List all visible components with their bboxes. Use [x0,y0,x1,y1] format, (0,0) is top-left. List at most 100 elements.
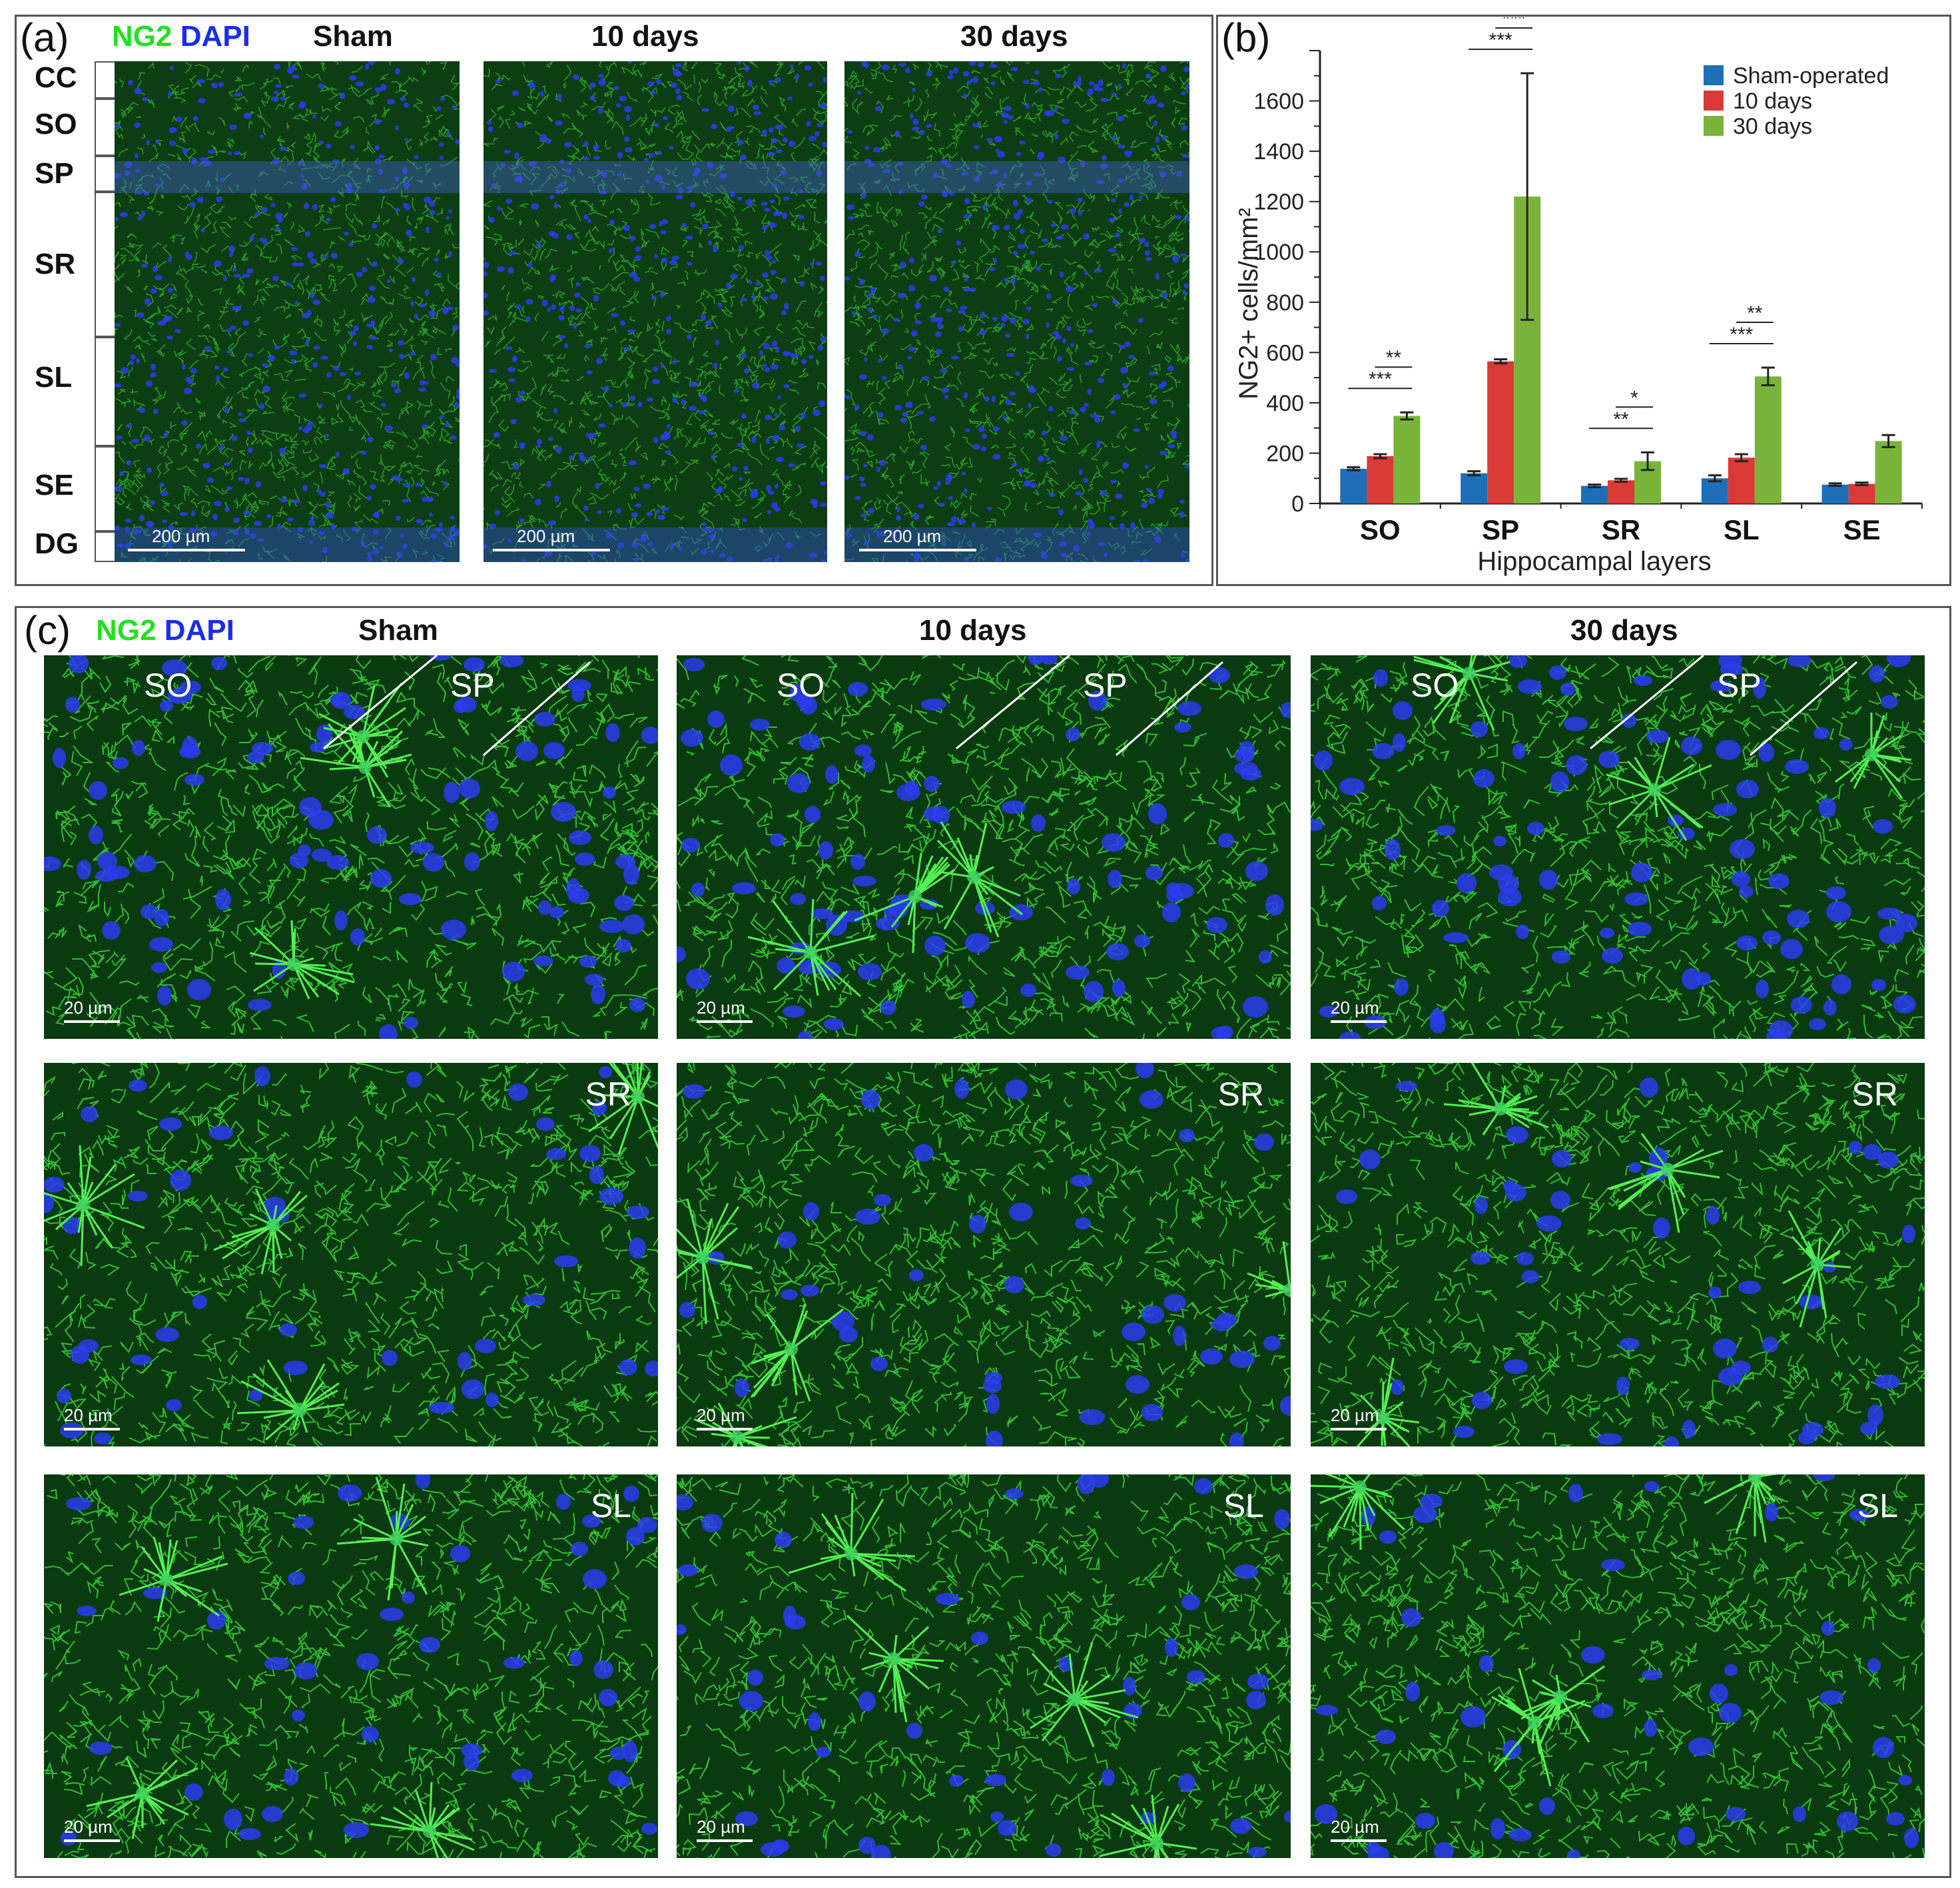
y-tick-label: 1200 [1253,190,1304,215]
error-bar [1641,451,1654,472]
bar [1701,478,1728,503]
micrograph-c-so-sp-30days: SO SP 20 µm [1311,655,1925,1039]
bar [1728,458,1755,503]
error-bar [1400,411,1414,421]
y-axis-label: NG2+ cells/mm² [1234,208,1263,400]
panel-c-stain-header: NG2 DAPI [96,614,234,647]
x-tick-label: SP [1482,514,1519,545]
panel-c-col-30days: 30 days [1570,614,1678,647]
micrograph-a-30days [844,61,1189,562]
scale-bar-c: 20 µm [697,998,763,1024]
scale-text: 20 µm [697,1817,745,1837]
y-tick-label: 600 [1266,340,1304,366]
layer-label-so: SO [35,108,77,141]
scale-text: 20 µm [1331,998,1379,1018]
scale-text: 200 µm [883,526,942,546]
micrograph-c-so-sp-sham: SO SP 20 µm [44,655,658,1039]
scale-text: 20 µm [697,998,745,1018]
bar [1821,484,1849,503]
error-bar [1494,358,1508,365]
legend-swatch [1704,91,1724,111]
panel-c-col-sham: Sham [358,614,438,647]
panel-a-col-10days: 10 days [591,20,699,53]
scale-bar-c: 20 µm [697,1405,763,1432]
layer-label-sl: SL [1223,1487,1264,1524]
scale-bar-c: 20 µm [64,998,131,1024]
dapi-stain-label: DAPI [164,614,234,647]
scale-bar-c: 20 µm [1331,1817,1397,1843]
significance-label: *** [1489,29,1512,51]
panel-a-col-sham: Sham [313,20,393,53]
y-tick-label: 1000 [1253,240,1304,265]
layer-bracket-dg [95,531,116,562]
x-axis-label: Hippocampal layers [1477,547,1711,576]
scale-text: 20 µm [1331,1405,1379,1425]
panel-a-stain-header: NG2 DAPI [112,20,250,53]
error-bar [1734,453,1748,463]
micrograph-c-sr-30days: SR 20 µm [1311,1063,1925,1446]
x-tick-label: SR [1602,514,1640,545]
scale-bar-a-10days: 200 µm [493,526,613,553]
panel-a-col-30days: 30 days [960,20,1068,53]
y-tick-label: 0 [1291,491,1304,517]
error-bar [1855,481,1869,486]
scale-bar-a-sham: 200 µm [128,526,248,553]
bar [1608,480,1634,503]
bar [1581,485,1608,503]
panel-a-label: (a) [20,15,69,60]
scale-bar-c: 20 µm [1331,1405,1397,1432]
dapi-stain-label: DAPI [180,20,250,53]
micrograph-c-sl-30days: SL 20 µm [1311,1474,1925,1858]
layer-bracket-cc [95,61,116,99]
scale-bar-c: 20 µm [64,1405,131,1432]
error-bar [1761,366,1775,386]
layer-label-sp: SP [35,157,74,190]
micrograph-c-sl-10days: SL 20 µm [677,1474,1291,1858]
layer-label-sr: SR [1851,1076,1898,1113]
significance-label: ** [1613,408,1629,430]
legend-label: Sham-operated [1733,63,1889,89]
error-bar [1467,470,1481,477]
error-bar [1614,477,1628,483]
legend-swatch [1704,65,1724,85]
error-bar [1347,466,1361,472]
layer-label-sr: SR [1217,1076,1264,1113]
layer-bracket-sl [95,337,116,446]
x-tick-label: SL [1724,514,1760,545]
legend-label: 30 days [1733,114,1812,139]
micrograph-a-10days [484,61,827,562]
layer-bracket-so [95,99,116,156]
bar [1340,468,1367,503]
layer-label-sr: SR [35,248,76,280]
scale-bar-c: 20 µm [1331,998,1397,1024]
scale-text: 20 µm [64,1405,113,1425]
x-tick-label: SE [1843,514,1881,545]
layer-label-so: SO [1411,667,1459,704]
layer-label-sp: SP [1717,667,1762,704]
micrograph-a-sham [115,61,460,562]
layer-label-dg: DG [35,527,79,560]
micrograph-c-sr-10days: SR 20 µm [677,1063,1291,1446]
scale-text: 20 µm [64,1817,113,1837]
x-tick-label: SO [1360,514,1401,545]
y-tick-label: 400 [1266,391,1304,416]
bar [1367,456,1394,503]
panel-c-label: (c) [24,608,71,653]
layer-label-sl: SL [590,1487,631,1524]
bar [1487,361,1514,503]
layer-bracket-sr [95,192,116,337]
bar [1848,483,1875,503]
error-bar [1520,72,1534,321]
scale-text: 20 µm [697,1405,745,1425]
layer-label-so: SO [144,667,192,704]
layer-label-sp: SP [1083,667,1128,704]
scale-bar-a-30days: 200 µm [859,526,979,553]
significance-label: *** [1502,17,1526,30]
layer-bracket-sp [95,156,116,192]
bar [1875,441,1902,503]
layer-label-se: SE [35,469,74,501]
micrograph-c-so-sp-10days: SO SP 20 µm [677,655,1291,1039]
bar [1461,473,1488,503]
significance-label: ** [1386,347,1402,369]
layer-label-cc: CC [35,61,77,94]
